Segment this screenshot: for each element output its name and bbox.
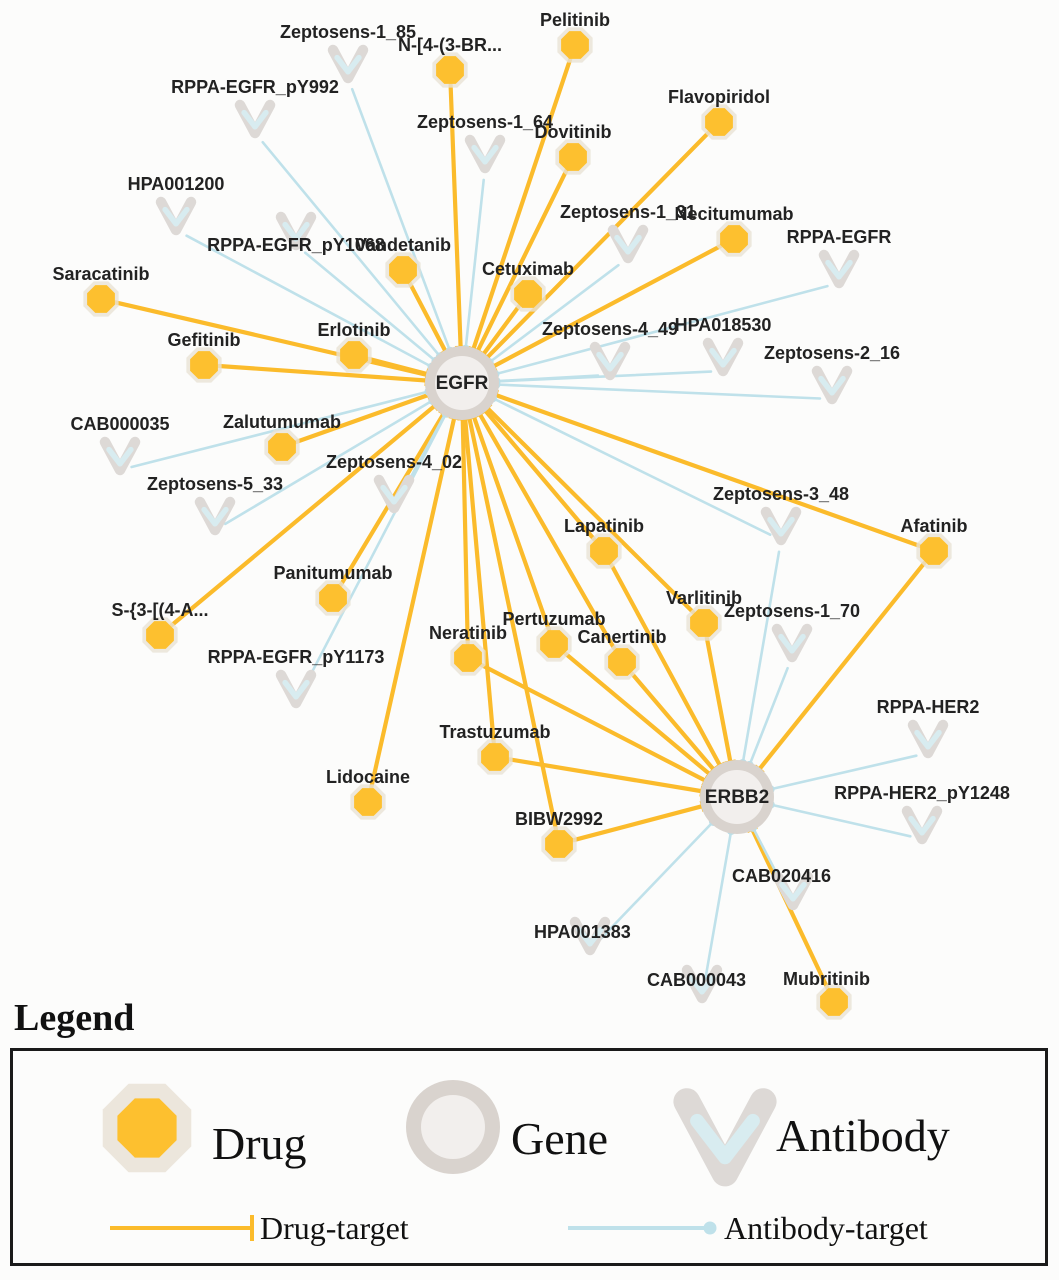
svg-text:Gene: Gene xyxy=(511,1113,608,1164)
svg-text:Antibody: Antibody xyxy=(776,1110,950,1161)
svg-text:Antibody-target: Antibody-target xyxy=(724,1210,928,1246)
svg-text:Drug: Drug xyxy=(212,1118,307,1169)
svg-text:Drug-target: Drug-target xyxy=(260,1210,409,1246)
